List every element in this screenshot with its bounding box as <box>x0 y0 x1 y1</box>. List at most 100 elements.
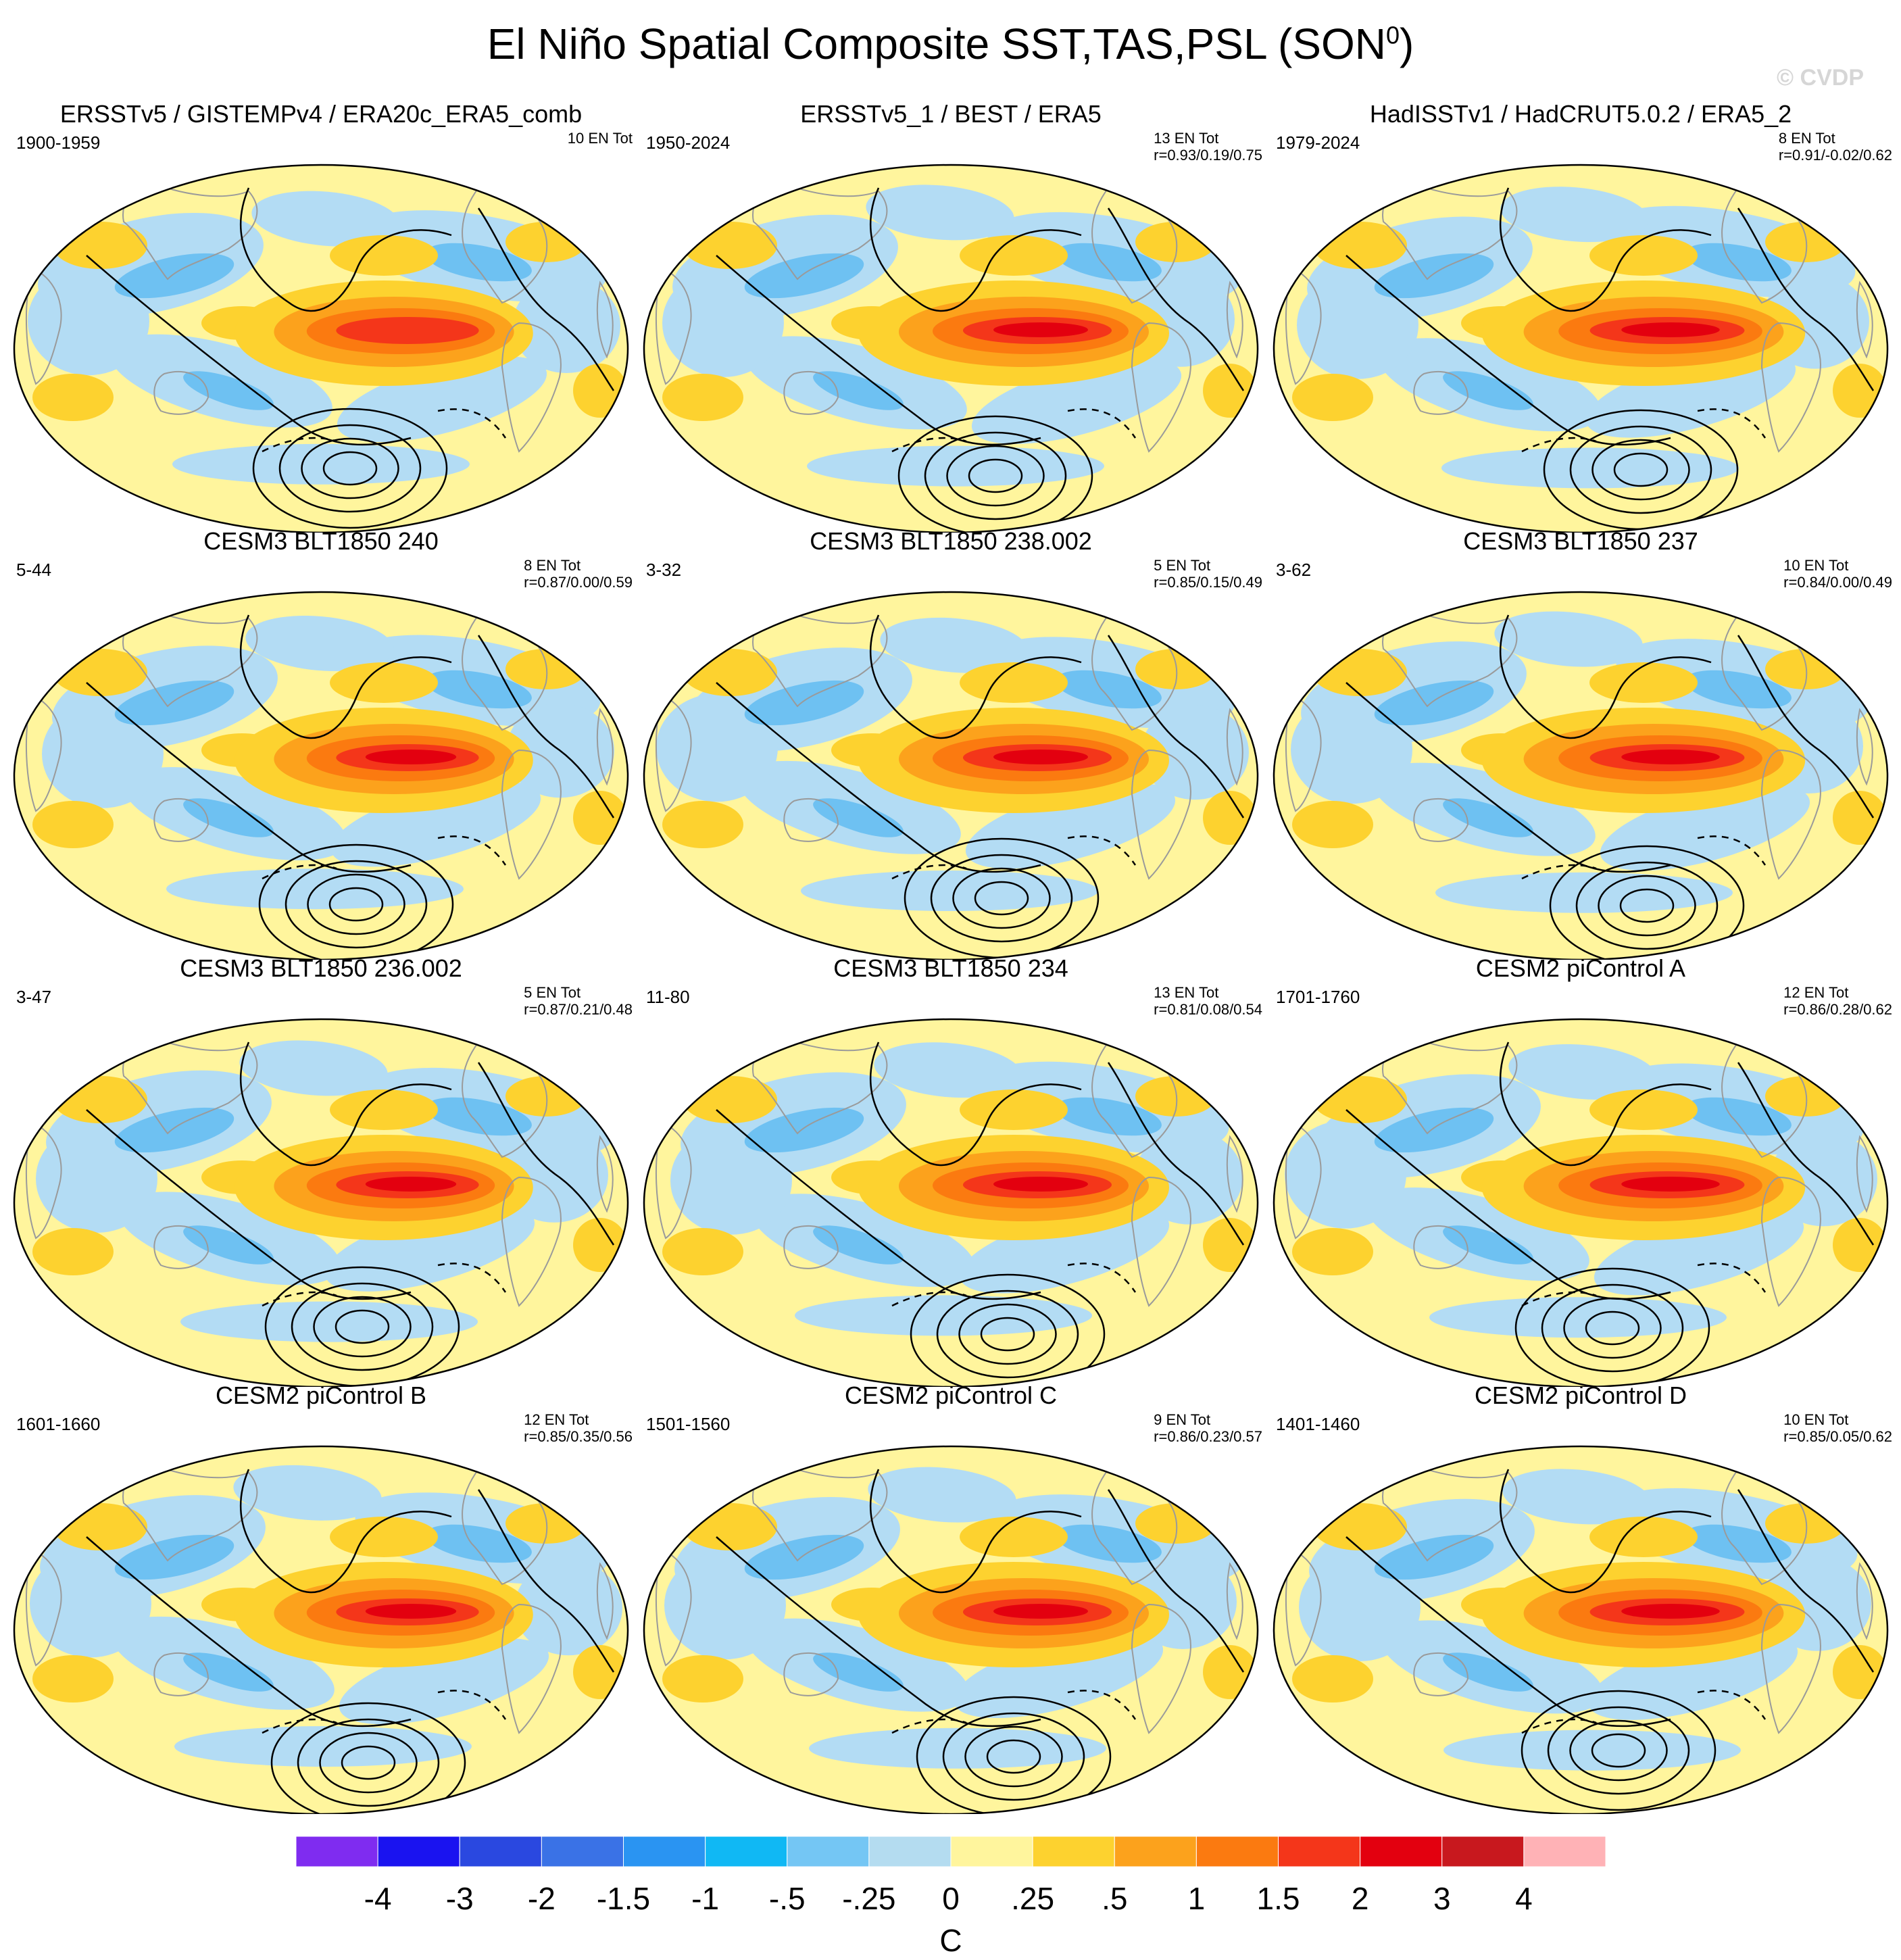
coastline <box>122 1034 258 1135</box>
warm-anomaly-region <box>1589 1089 1698 1130</box>
psl-contour-high <box>1591 1733 1646 1768</box>
cool-anomaly-core <box>1055 1097 1162 1136</box>
psl-contour-line <box>716 1536 1041 1728</box>
psl-contour-line <box>1107 207 1245 391</box>
psl-contour-negative <box>1067 1690 1137 1720</box>
panel-stats: 5 EN Tot r=0.87/0.21/0.48 <box>524 984 633 1018</box>
coastline <box>122 607 258 708</box>
colorbar-tick-label: -2 <box>528 1881 556 1916</box>
psl-contour-high <box>1575 861 1719 950</box>
psl-contour-high <box>313 1296 412 1358</box>
coastline <box>752 1461 888 1562</box>
colorbar-tick-label: -1 <box>691 1881 719 1916</box>
el-nino-tongue-peak <box>993 322 1088 337</box>
psl-contour-high <box>319 1732 418 1794</box>
warm-anomaly-region <box>662 1228 743 1275</box>
psl-contour-high <box>924 431 1067 520</box>
coastline <box>1413 1652 1469 1696</box>
cool-anomaly-core <box>813 1225 904 1265</box>
panel-title: CESM2 piControl A <box>1475 954 1686 982</box>
globe-outline <box>1273 1445 1889 1814</box>
cool-anomaly-region <box>1429 1297 1727 1338</box>
figure-title-end: ) <box>1400 20 1414 68</box>
panel-stats: 10 EN Tot <box>568 130 633 147</box>
warm-anomaly-region <box>1292 801 1373 848</box>
cool-anomaly-core <box>1374 253 1494 299</box>
panel-years: 5-44 <box>16 560 52 580</box>
coastline <box>1131 1176 1191 1307</box>
map-panel: HadISSTv1 / HadCRUT5.0.2 / ERA5_2 1979-2… <box>1265 100 1896 533</box>
coastline <box>783 798 839 842</box>
psl-contour-line <box>477 635 615 818</box>
map-svg <box>13 1018 629 1387</box>
map-panel: CESM2 piControl D 1401-1460 10 EN Tot r=0… <box>1265 1381 1896 1814</box>
panel-event-count: 13 EN Tot <box>1154 984 1219 1001</box>
map-svg <box>13 1445 629 1814</box>
warm-anomaly-region <box>330 662 438 703</box>
map-panel: CESM3 BLT1850 237 3-62 10 EN Tot r=0.84/0… <box>1265 527 1896 960</box>
psl-contour-line <box>477 1489 615 1673</box>
panel-years: 1900-1959 <box>16 132 101 153</box>
cool-anomaly-core <box>425 243 532 282</box>
coastline <box>153 370 209 415</box>
cool-anomaly-region <box>233 1465 382 1521</box>
coastline <box>153 1225 209 1269</box>
cool-anomaly-region <box>339 1638 549 1725</box>
panel-years: 1701-1760 <box>1276 987 1360 1007</box>
coastline <box>25 695 62 812</box>
psl-contour-line <box>1737 1062 1875 1246</box>
cool-anomaly-region <box>1297 270 1418 379</box>
cool-anomaly-core <box>1443 371 1533 410</box>
colorbar-segment <box>623 1836 706 1867</box>
psl-contour-negative <box>1697 408 1767 439</box>
cool-anomaly-region <box>664 1551 786 1660</box>
cool-anomaly-core <box>1685 670 1792 709</box>
colorbar-segment <box>868 1836 952 1867</box>
colorbar-segment <box>295 1836 378 1867</box>
cool-anomaly-core <box>1443 1225 1533 1265</box>
cool-anomaly-region <box>1494 611 1643 667</box>
psl-contour-line <box>1107 635 1245 818</box>
psl-contour-line <box>716 682 1041 873</box>
el-nino-tongue-peak <box>1621 1177 1720 1192</box>
colorbar-segment <box>1360 1836 1443 1867</box>
warm-anomaly-region <box>32 1655 114 1702</box>
coastline <box>1226 1135 1243 1213</box>
coastline <box>25 1122 62 1240</box>
map-svg <box>13 591 629 960</box>
colorbar-tick-label: -.5 <box>769 1881 806 1916</box>
panel-stats: 10 EN Tot r=0.85/0.05/0.62 <box>1783 1411 1892 1445</box>
map-svg <box>1273 1445 1889 1814</box>
psl-contour-line <box>1345 255 1671 446</box>
warm-anomaly-region <box>32 1228 114 1275</box>
cool-anomaly-region <box>809 1728 1106 1769</box>
coastline <box>1413 798 1469 842</box>
panel-stats: 8 EN Tot r=0.87/0.00/0.59 <box>524 557 633 591</box>
panel-title: HadISSTv1 / HadCRUT5.0.2 / ERA5_2 <box>1369 100 1792 128</box>
cool-anomaly-core <box>1374 1534 1494 1580</box>
cool-anomaly-region <box>239 1040 388 1096</box>
psl-contour-line <box>239 1469 452 1594</box>
cool-anomaly-region <box>1441 447 1739 489</box>
cool-anomaly-core <box>183 1225 274 1265</box>
map-svg <box>13 164 629 533</box>
panel-stats: 5 EN Tot r=0.85/0.15/0.49 <box>1154 557 1262 591</box>
panel-event-count: 10 EN Tot <box>1783 557 1849 574</box>
psl-contour-negative <box>1067 835 1137 866</box>
colorbar-segment <box>377 1836 460 1867</box>
cool-anomaly-region <box>514 1561 622 1656</box>
psl-contour-line <box>1499 1042 1712 1167</box>
panel-years: 3-32 <box>646 560 682 580</box>
coastline <box>1856 280 1873 359</box>
psl-contour-high <box>335 1309 390 1344</box>
psl-contour-negative <box>437 1263 507 1293</box>
psl-contour-line <box>477 1062 615 1246</box>
panel-pattern-correlation: r=0.85/0.15/0.49 <box>1154 574 1262 591</box>
coastline <box>596 280 614 359</box>
globe-outline <box>643 1445 1259 1814</box>
cool-anomaly-region <box>971 358 1182 444</box>
colorbar-tick-label: -1.5 <box>597 1881 650 1916</box>
psl-contour-high <box>1514 1267 1710 1387</box>
map-field <box>644 1446 1258 1814</box>
psl-contour-negative <box>437 1690 507 1720</box>
